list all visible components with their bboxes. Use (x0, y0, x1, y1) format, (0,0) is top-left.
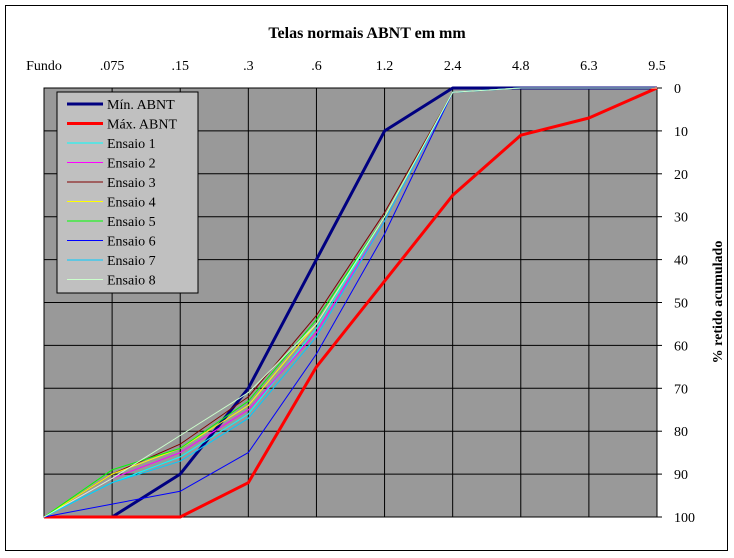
legend-entry-label: Ensaio 8 (107, 274, 156, 289)
y-tick-label: 100 (674, 511, 695, 526)
series-line-2 (44, 86, 658, 519)
chart-frame (5, 5, 728, 551)
legend-entry-label: Ensaio 3 (107, 176, 156, 191)
x-tick-labels: Fundo .075 .15 .3 .6 1.2 2.4 4.8 6.3 9.5 (26, 59, 666, 74)
x-tick-label: 4.8 (512, 59, 530, 74)
chart-title: Telas normais ABNT em mm (268, 25, 466, 42)
series-line-10 (43, 87, 657, 518)
legend: Mín. ABNT Máx. ABNT Ensaio 1 Ensaio 2 Ensaio… (56, 91, 199, 294)
y-axis-label: % retido acumulado (711, 241, 726, 364)
y-tick-label: 10 (674, 125, 688, 140)
legend-entry-label: Ensaio 5 (107, 215, 156, 230)
y-tick-label: 30 (674, 211, 688, 226)
legend-entry-label: Ensaio 4 (107, 196, 156, 211)
y-tick-label: 70 (674, 382, 688, 397)
y-tick-label: 80 (674, 425, 688, 440)
legend-entry-label: Máx. ABNT (107, 118, 177, 133)
x-tick-label: 9.5 (648, 59, 666, 74)
y-tick-label: 0 (674, 82, 681, 97)
x-tick-label: .075 (100, 59, 125, 74)
legend-entry-label: Ensaio 2 (107, 157, 156, 172)
x-tick-label: 2.4 (444, 59, 462, 74)
y-tick-labels: 0 10 20 30 40 50 60 70 80 90 100 (674, 82, 695, 526)
x-tick-label: 6.3 (580, 59, 598, 74)
y-tick-label: 20 (674, 168, 688, 183)
x-tick-label: .3 (243, 59, 254, 74)
y-tick-label: 50 (674, 297, 688, 312)
legend-entry-label: Ensaio 1 (107, 137, 156, 152)
y-tick-label: 40 (674, 254, 688, 269)
legend-entry-label: Ensaio 7 (107, 254, 156, 269)
x-tick-label: 1.2 (376, 59, 394, 74)
y-tick-label: 90 (674, 468, 688, 483)
x-tick-label: Fundo (26, 59, 62, 74)
x-tick-label: .6 (311, 59, 322, 74)
legend-entry-label: Ensaio 6 (107, 235, 156, 250)
x-tick-label: .15 (171, 59, 189, 74)
series-lines (43, 86, 658, 519)
y-tick-label: 60 (674, 339, 688, 354)
legend-entry-label: Mín. ABNT (107, 98, 175, 113)
